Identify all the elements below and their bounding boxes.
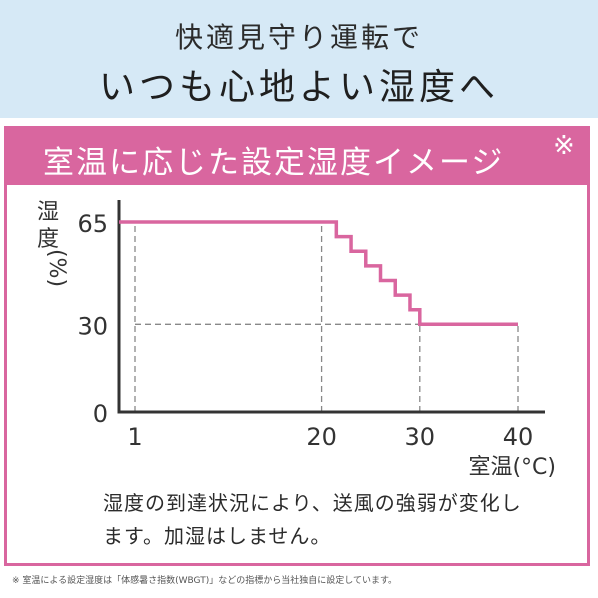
chart-card: 室温に応じた設定湿度イメージ ※ [4,126,590,566]
x-axis-label: 室温(°C) [468,455,556,480]
chart-axes [117,200,545,414]
header-title: いつも心地よい湿度へ [98,67,499,108]
chart-title: 室温に応じた設定湿度イメージ [43,145,505,181]
y-axis-label-char: (%) [44,249,69,287]
reference-lines [134,222,519,412]
y-tick-label: 30 [77,312,108,340]
footnote: ※ 室温による設定湿度は「体感暑さ指数(WBGT)」などの指標から当社独自に設定… [12,576,398,586]
y-tick-label: 0 [93,400,108,428]
series-layer [119,220,519,327]
description-text: 湿度の到達状況により、送風の強弱が変化します。加湿はしません。 [103,491,522,548]
x-tick-label: 1 [127,423,142,451]
y-tick-label: 65 [77,210,108,238]
x-tick-label: 20 [306,423,337,451]
x-tick-label: 30 [405,423,436,451]
x-tick-label: 40 [503,423,534,451]
y-axis-label-char: 度 [37,227,59,252]
y-axis-label: 湿度(%) [37,200,69,287]
note-mark: ※ [553,131,575,161]
header-subtitle: 快適見守り運転で [174,21,423,54]
header-band: 快適見守り運転で いつも心地よい湿度へ [0,0,598,118]
tick-labels: 65 30 01 20 30 40 [77,210,533,451]
chart-banner: 室温に応じた設定湿度イメージ ※ [7,129,587,185]
series-line-0 [119,220,518,327]
y-axis-label-char: 湿 [37,200,59,225]
